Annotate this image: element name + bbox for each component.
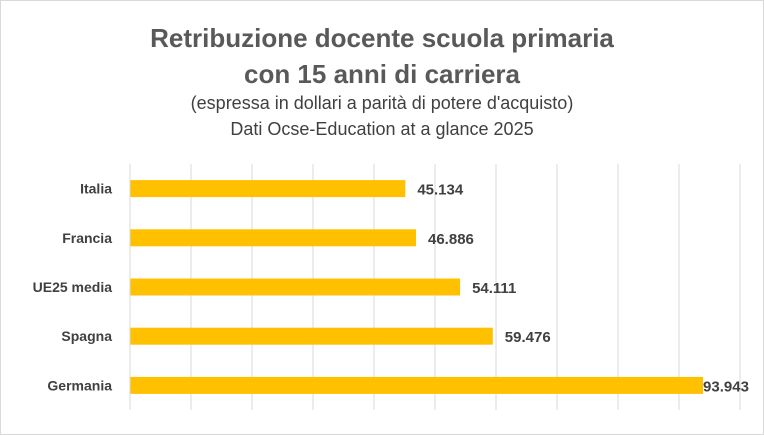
bar-spagna <box>130 327 493 345</box>
data-label: 93.943 <box>703 378 749 395</box>
data-label: 45.134 <box>417 182 464 199</box>
chart-title: Retribuzione docente scuola primaria <box>150 23 614 53</box>
category-label: Germania <box>47 377 112 393</box>
bar-germania <box>130 376 704 394</box>
data-label: 46.886 <box>428 231 474 248</box>
category-label: Francia <box>62 230 112 246</box>
category-label: Italia <box>80 181 112 197</box>
bar-ue25-media <box>130 278 461 296</box>
data-label: 59.476 <box>505 329 551 346</box>
chart-subtitle: (espressa in dollari a parità di potere … <box>190 93 574 113</box>
bar-francia <box>130 229 417 247</box>
category-label: Spagna <box>61 328 112 344</box>
data-label: 54.111 <box>472 280 516 297</box>
category-label: UE25 media <box>33 279 113 295</box>
chart-source: Dati Ocse-Education at a glance 2025 <box>230 119 534 139</box>
bar-italia <box>130 180 406 198</box>
chart-title-line2: con 15 anni di carriera <box>243 59 520 89</box>
